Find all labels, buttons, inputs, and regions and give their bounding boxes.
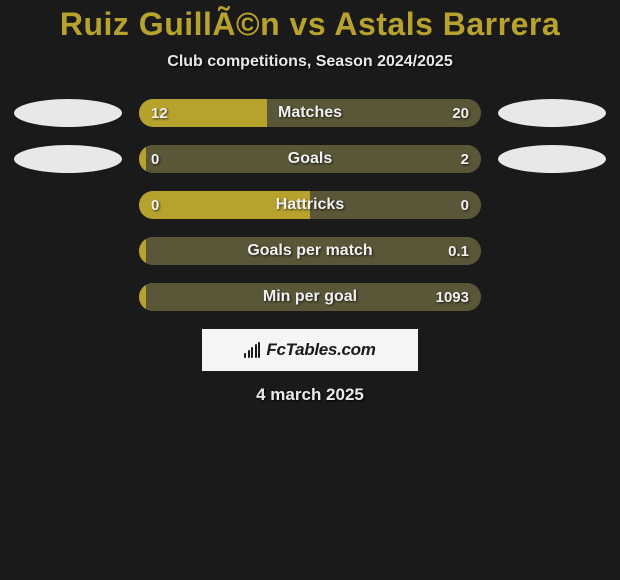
left-badge-slot (13, 283, 123, 311)
left-badge-slot (13, 191, 123, 219)
team-badge-placeholder (14, 99, 122, 127)
branding-icon-bar (255, 344, 257, 358)
stat-bar: 0Goals2 (139, 145, 481, 173)
branding-icon-bar (251, 347, 253, 358)
branding-icon-bar (248, 350, 250, 358)
stat-value-right: 0 (461, 191, 469, 219)
branding-icon-bar (244, 353, 246, 358)
stat-name: Min per goal (139, 283, 481, 311)
date-label: 4 march 2025 (0, 385, 620, 405)
subtitle: Club competitions, Season 2024/2025 (0, 53, 620, 71)
stat-bar: 12Matches20 (139, 99, 481, 127)
page-title: Ruiz GuillÃ©n vs Astals Barrera (0, 6, 620, 43)
stat-bar: 0Hattricks0 (139, 191, 481, 219)
stat-value-right: 2 (461, 145, 469, 173)
branding-text: FcTables.com (266, 340, 375, 360)
stat-rows: 12Matches200Goals20Hattricks0Goals per m… (0, 99, 620, 311)
stat-value-right: 1093 (436, 283, 469, 311)
left-badge-slot (13, 99, 123, 127)
right-badge-slot (497, 145, 607, 173)
stat-bar: Goals per match0.1 (139, 237, 481, 265)
stat-name: Hattricks (139, 191, 481, 219)
stat-name: Matches (139, 99, 481, 127)
stat-row: 12Matches20 (0, 99, 620, 127)
left-badge-slot (13, 237, 123, 265)
stat-name: Goals (139, 145, 481, 173)
branding-bar-icon (244, 342, 260, 358)
stat-row: Goals per match0.1 (0, 237, 620, 265)
stat-row: 0Hattricks0 (0, 191, 620, 219)
right-badge-slot (497, 99, 607, 127)
stat-row: 0Goals2 (0, 145, 620, 173)
right-badge-slot (497, 237, 607, 265)
stat-value-right: 0.1 (448, 237, 469, 265)
stats-comparison-container: Ruiz GuillÃ©n vs Astals Barrera Club com… (0, 0, 620, 405)
stat-bar: Min per goal1093 (139, 283, 481, 311)
left-badge-slot (13, 145, 123, 173)
stat-name: Goals per match (139, 237, 481, 265)
team-badge-placeholder (498, 145, 606, 173)
stat-row: Min per goal1093 (0, 283, 620, 311)
team-badge-placeholder (14, 145, 122, 173)
branding-box: FcTables.com (202, 329, 418, 371)
right-badge-slot (497, 283, 607, 311)
stat-value-right: 20 (452, 99, 469, 127)
right-badge-slot (497, 191, 607, 219)
branding-icon-bar (258, 342, 260, 358)
team-badge-placeholder (498, 99, 606, 127)
